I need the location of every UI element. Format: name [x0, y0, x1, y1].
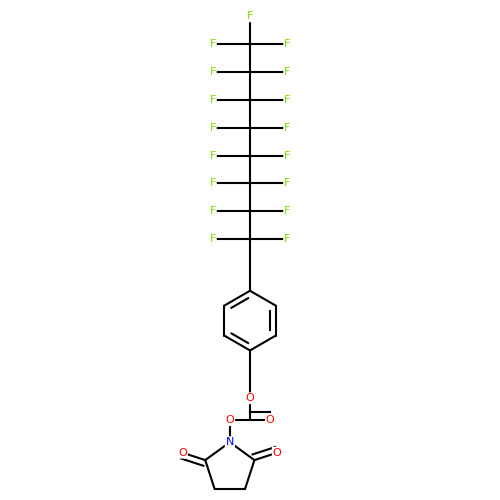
Text: F: F: [210, 206, 216, 216]
Text: F: F: [284, 178, 290, 188]
Text: F: F: [210, 122, 216, 132]
Text: F: F: [210, 178, 216, 188]
Text: F: F: [210, 150, 216, 160]
Text: O: O: [246, 394, 254, 404]
Text: F: F: [284, 95, 290, 105]
Text: F: F: [210, 95, 216, 105]
Text: F: F: [284, 122, 290, 132]
Text: O: O: [178, 448, 187, 458]
Text: F: F: [284, 150, 290, 160]
Text: O: O: [266, 415, 274, 425]
Text: F: F: [247, 12, 253, 22]
Text: F: F: [284, 39, 290, 49]
Text: F: F: [210, 234, 216, 244]
Text: F: F: [284, 234, 290, 244]
Text: O: O: [226, 415, 234, 425]
Text: F: F: [210, 39, 216, 49]
Text: F: F: [284, 67, 290, 77]
Text: N: N: [226, 437, 234, 447]
Text: O: O: [272, 448, 281, 458]
Text: F: F: [284, 206, 290, 216]
Text: F: F: [210, 67, 216, 77]
